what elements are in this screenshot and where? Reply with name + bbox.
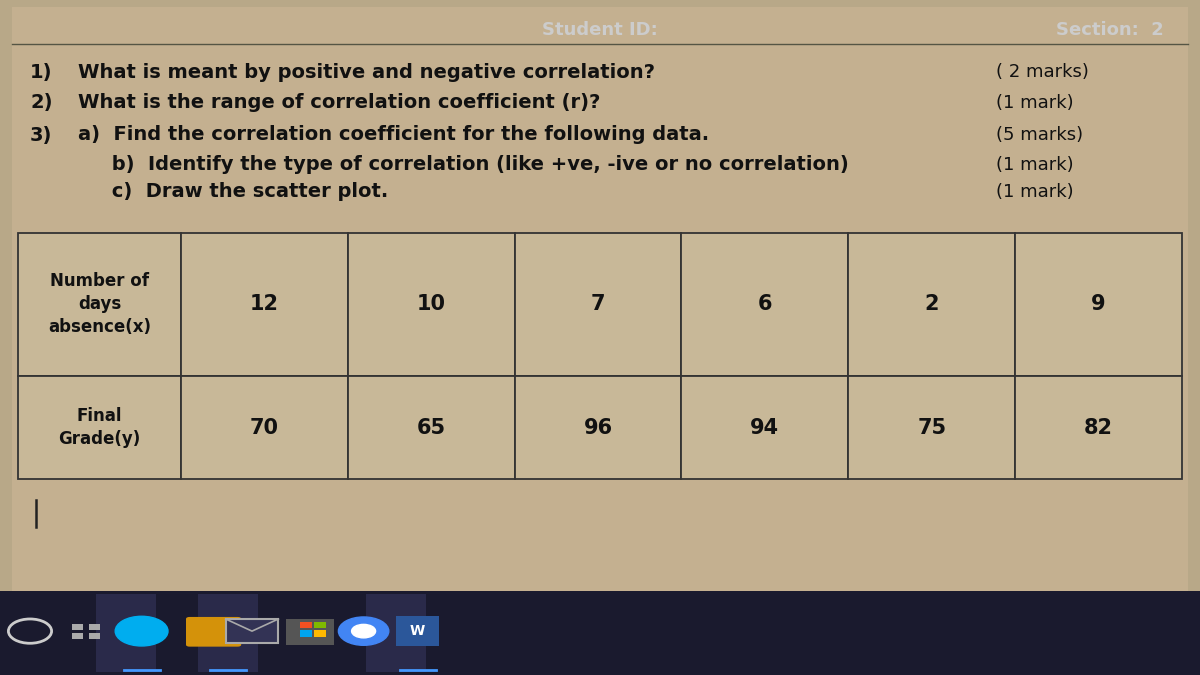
Bar [682,233,848,376]
Bar [72,633,83,639]
Bar [198,594,258,672]
Bar [89,633,100,639]
FancyBboxPatch shape [186,617,241,647]
Text: 3): 3) [30,126,53,144]
Bar [1015,233,1182,376]
Bar [18,376,181,479]
Text: b)  Identify the type of correlation (like +ve, -ive or no correlation): b) Identify the type of correlation (lik… [78,155,848,174]
Bar [300,622,312,628]
Text: (1 mark): (1 mark) [996,183,1074,200]
Text: ( 2 marks): ( 2 marks) [996,63,1088,81]
Text: 10: 10 [416,294,445,315]
Circle shape [352,624,376,638]
Bar [366,594,426,672]
Text: What is meant by positive and negative correlation?: What is meant by positive and negative c… [78,63,655,82]
Bar [12,7,1188,591]
Text: 75: 75 [917,418,947,437]
Bar [348,376,515,479]
Text: What is the range of correlation coefficient (r)?: What is the range of correlation coeffic… [78,93,600,112]
Bar [0,591,1200,675]
Bar [348,233,515,376]
Text: 2: 2 [924,294,938,315]
Text: Number of
days
absence(x): Number of days absence(x) [48,273,151,336]
Text: 9: 9 [1091,294,1106,315]
Bar [515,376,682,479]
Text: Final
Grade(y): Final Grade(y) [59,407,140,448]
Circle shape [338,617,389,645]
Bar [396,616,439,646]
Text: c)  Draw the scatter plot.: c) Draw the scatter plot. [78,182,389,201]
Text: (1 mark): (1 mark) [996,94,1074,111]
Bar [848,376,1015,479]
Bar [848,233,1015,376]
Text: 82: 82 [1084,418,1114,437]
Text: (1 mark): (1 mark) [996,156,1074,173]
Circle shape [115,616,168,646]
Bar [96,594,156,672]
Text: 6: 6 [757,294,772,315]
Bar [314,622,326,628]
Bar [515,233,682,376]
Text: 1): 1) [30,63,53,82]
Bar [682,376,848,479]
Text: (5 marks): (5 marks) [996,126,1084,144]
Bar [226,619,278,643]
Text: 12: 12 [250,294,278,315]
Bar [286,619,334,645]
Bar [89,624,100,630]
Text: 96: 96 [583,418,613,437]
Bar [181,376,348,479]
Text: a)  Find the correlation coefficient for the following data.: a) Find the correlation coefficient for … [78,126,709,144]
Bar [72,624,83,630]
Text: 65: 65 [416,418,445,437]
Text: 7: 7 [590,294,605,315]
Text: Section:  2: Section: 2 [1056,22,1164,39]
Text: 94: 94 [750,418,780,437]
Text: 2): 2) [30,93,53,112]
Text: 70: 70 [250,418,278,437]
Text: Student ID:: Student ID: [542,22,658,39]
Bar [314,630,326,637]
Text: W: W [410,624,425,638]
Bar [1015,376,1182,479]
Bar [181,233,348,376]
Bar [300,630,312,637]
Bar [18,233,181,376]
